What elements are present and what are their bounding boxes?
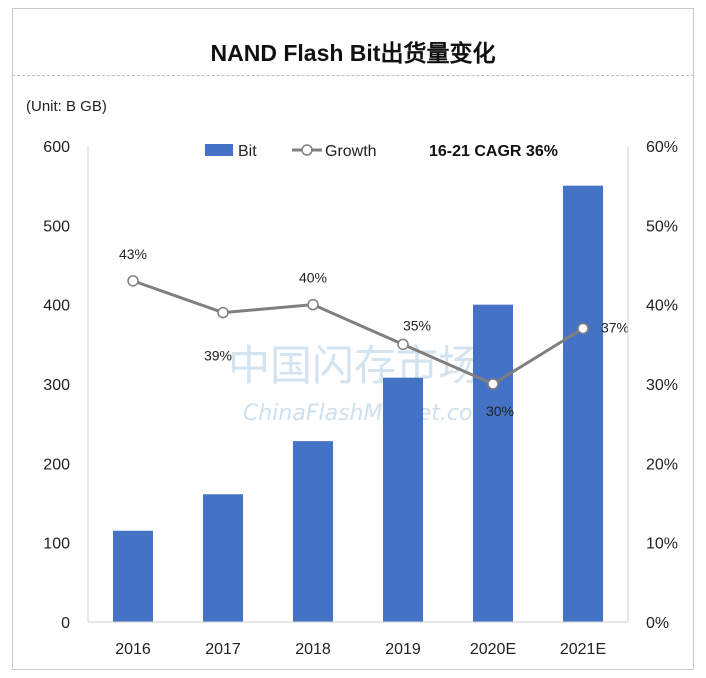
growth-data-label: 40% bbox=[299, 270, 327, 286]
x-tick-label: 2016 bbox=[115, 641, 151, 658]
growth-data-label: 37% bbox=[601, 319, 629, 335]
y-tick-right: 50% bbox=[646, 218, 678, 235]
y-tick-right: 20% bbox=[646, 456, 678, 473]
growth-data-label: 39% bbox=[204, 348, 232, 364]
x-tick-label: 2020E bbox=[470, 641, 516, 658]
x-tick-label: 2018 bbox=[295, 641, 331, 658]
growth-data-label: 30% bbox=[486, 403, 514, 419]
y-tick-left: 600 bbox=[43, 139, 70, 156]
chart-title: NAND Flash Bit出货量变化 bbox=[210, 40, 496, 66]
growth-data-label: 43% bbox=[119, 246, 147, 262]
growth-point bbox=[487, 378, 499, 390]
growth-point bbox=[307, 298, 319, 311]
y-tick-left: 300 bbox=[43, 377, 70, 394]
unit-label: (Unit: B GB) bbox=[26, 98, 107, 115]
bar-bit bbox=[383, 377, 423, 622]
y-tick-left: 500 bbox=[43, 218, 70, 235]
growth-line bbox=[132, 279, 584, 386]
legend-growth-label: Growth bbox=[325, 143, 377, 160]
y-tick-left: 400 bbox=[43, 298, 70, 315]
x-tick-label: 2017 bbox=[205, 641, 241, 658]
x-tick-label: 2019 bbox=[385, 641, 421, 658]
growth-point bbox=[217, 306, 229, 319]
growth-point bbox=[577, 322, 589, 335]
legend-bit-swatch bbox=[205, 144, 233, 156]
bar-bit bbox=[113, 530, 153, 622]
bar-bit bbox=[473, 304, 513, 622]
y-tick-right: 0% bbox=[646, 615, 669, 632]
watermark-cn: 中国闪存市场 bbox=[228, 341, 480, 390]
y-tick-right: 40% bbox=[646, 298, 678, 315]
chart-frame bbox=[12, 8, 694, 670]
growth-data-label: 35% bbox=[403, 317, 431, 333]
y-tick-right: 10% bbox=[646, 536, 678, 553]
legend-bit-label: Bit bbox=[238, 143, 257, 160]
bar-bit bbox=[293, 441, 333, 622]
y-tick-left: 200 bbox=[43, 456, 70, 473]
y-tick-left: 0 bbox=[61, 615, 70, 632]
watermark-en: ChinaFlashMarket.com bbox=[243, 401, 494, 426]
y-tick-right: 60% bbox=[646, 139, 678, 156]
title-divider bbox=[12, 75, 694, 76]
growth-point bbox=[127, 275, 139, 287]
cagr-annotation: 16-21 CAGR 36% bbox=[429, 143, 558, 160]
growth-point bbox=[397, 338, 409, 351]
legend-growth-marker bbox=[301, 144, 313, 156]
x-tick-label: 2021E bbox=[560, 641, 606, 658]
bar-bit bbox=[563, 185, 603, 622]
y-tick-right: 30% bbox=[646, 377, 678, 394]
y-tick-left: 100 bbox=[43, 536, 70, 553]
bar-bit bbox=[203, 494, 243, 622]
